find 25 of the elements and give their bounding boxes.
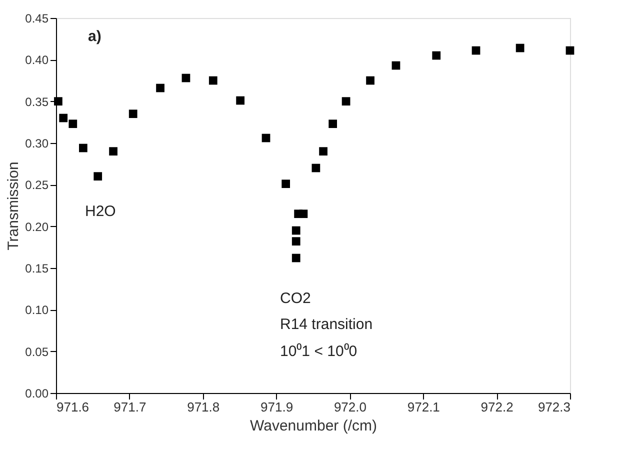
y-tick-label: 0.05 — [25, 344, 49, 359]
x-tick-label: 972.2 — [480, 400, 514, 414]
x-tick-label: 971.9 — [260, 400, 294, 414]
annotation: a) — [88, 28, 102, 45]
annotation: CO2 — [280, 290, 311, 307]
y-tick-label: 0.25 — [25, 178, 49, 192]
y-tick-label: 0.10 — [25, 303, 49, 318]
annotation: H2O — [85, 203, 116, 220]
y-tick-label: 0.35 — [25, 94, 49, 109]
y-tick-label: 0.00 — [25, 386, 49, 400]
y-tick-label: 0.40 — [25, 53, 49, 68]
x-tick-label: 972.0 — [334, 400, 366, 414]
x-tick-label: 971.7 — [114, 400, 146, 414]
x-tick-label: 972.1 — [407, 400, 440, 414]
annotation: R14 transition — [280, 316, 373, 333]
y-tick-label: 0.30 — [25, 136, 49, 150]
x-axis-title: Wavenumber (/cm) — [250, 418, 377, 434]
annotation: 10⁰1 < 10⁰0 — [280, 343, 358, 360]
y-tick-label: 0.15 — [25, 262, 49, 276]
x-tick-label: 972.3 — [538, 400, 570, 414]
y-axis-title: Transmission — [5, 162, 22, 250]
x-tick-label: 971.8 — [187, 400, 220, 414]
y-tick-label: 0.45 — [25, 12, 49, 26]
x-tick-label: 971.6 — [56, 400, 90, 414]
y-tick-label: 0.20 — [25, 220, 49, 234]
